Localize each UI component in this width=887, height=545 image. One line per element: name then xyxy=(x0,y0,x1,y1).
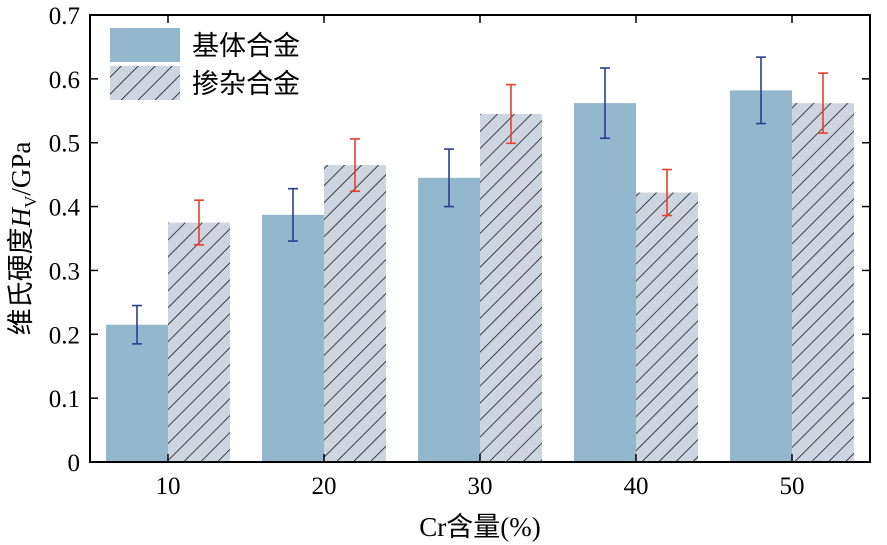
error-bar-doped-alloy-30 xyxy=(506,83,516,145)
bar-doped-alloy-30 xyxy=(480,113,542,462)
y-tick-label: 0.4 xyxy=(49,195,81,222)
y-axis-title-unit: /GPa xyxy=(6,142,36,196)
y-tick-label: 0.7 xyxy=(49,3,80,30)
x-tick-label: 30 xyxy=(468,473,493,500)
x-tick-label: 20 xyxy=(312,473,337,500)
legend-label-doped-alloy: 掺杂合金 xyxy=(192,69,300,100)
error-bar-doped-alloy-20 xyxy=(350,138,360,193)
x-tick-label: 10 xyxy=(156,473,181,500)
error-bar-doped-alloy-40 xyxy=(662,168,672,217)
y-tick-label: 0.5 xyxy=(49,131,80,158)
y-tick-label: 0.1 xyxy=(49,386,80,413)
error-bars-group xyxy=(132,56,828,345)
bar-base-alloy-40 xyxy=(574,103,636,462)
y-tick-label: 0.2 xyxy=(49,322,80,349)
error-bar-base-alloy-10 xyxy=(132,304,142,345)
x-axis: 10 20 30 40 50 xyxy=(156,15,805,500)
bar-base-alloy-50 xyxy=(730,90,792,462)
error-bar-base-alloy-20 xyxy=(288,187,298,242)
legend-label-base-alloy: 基体合金 xyxy=(192,31,300,62)
x-axis-title: Cr含量(%) xyxy=(419,512,540,542)
bar-doped-alloy-20 xyxy=(324,165,386,463)
legend-swatch-doped-alloy xyxy=(110,66,180,100)
y-axis-title-main: 维氏硬度 xyxy=(6,227,36,335)
error-bar-base-alloy-50 xyxy=(756,56,766,125)
y-axis-title-subscript: V xyxy=(21,195,40,208)
x-tick-label: 50 xyxy=(780,473,805,500)
error-bar-base-alloy-30 xyxy=(444,148,454,208)
error-bar-doped-alloy-10 xyxy=(194,199,204,246)
legend-swatch-base-alloy xyxy=(110,28,180,62)
bars-group xyxy=(106,90,854,463)
error-bar-doped-alloy-50 xyxy=(818,72,828,134)
y-tick-label: 0 xyxy=(68,450,81,477)
bar-base-alloy-10 xyxy=(106,324,168,462)
bar-doped-alloy-50 xyxy=(792,103,854,462)
x-tick-label: 40 xyxy=(624,473,649,500)
y-tick-label: 0.3 xyxy=(49,258,80,285)
bar-doped-alloy-10 xyxy=(168,222,230,462)
y-tick-label: 0.6 xyxy=(49,67,80,94)
y-axis: 0 0.1 0.2 0.3 0.4 0.5 0.6 0.7 xyxy=(49,3,870,477)
bar-base-alloy-30 xyxy=(418,177,480,463)
error-bar-base-alloy-40 xyxy=(600,67,610,140)
y-axis-title-symbol: H xyxy=(6,206,36,228)
bar-base-alloy-20 xyxy=(262,214,324,462)
y-axis-title: 维氏硬度HV/GPa xyxy=(6,142,40,336)
bar-doped-alloy-40 xyxy=(636,192,698,462)
